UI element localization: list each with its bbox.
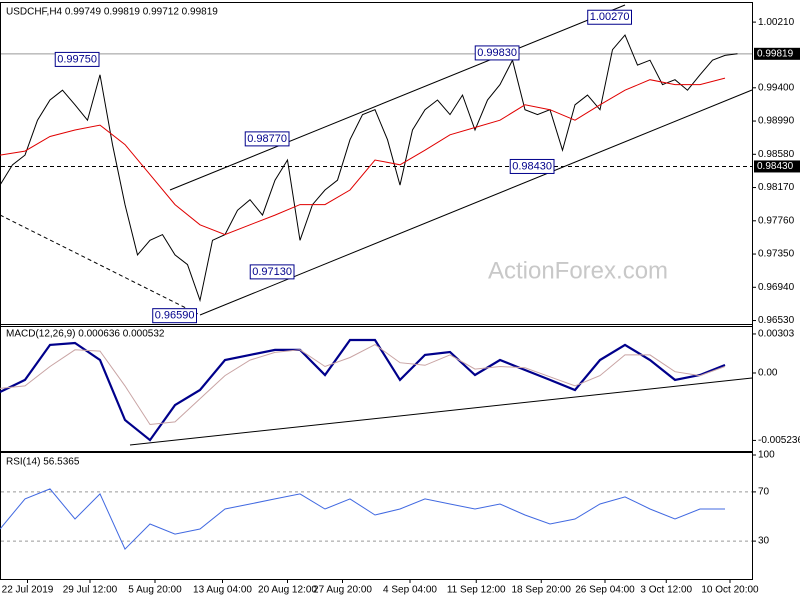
x-tick-label: 3 Oct 12:00 [640, 585, 692, 596]
y-tick-label: -0.005236 [758, 435, 800, 446]
watermark: ActionForex.com [488, 257, 668, 284]
annotation-box [54, 51, 100, 67]
annotation-label: 0.98430 [512, 160, 552, 172]
x-tick-label: 22 Jul 2019 [2, 585, 54, 596]
x-tick-label: 11 Sep 12:00 [447, 585, 506, 596]
panel-title: RSI(14) 56.5365 [6, 457, 80, 468]
series-line [0, 34, 738, 303]
panel-title: MACD(12,26,9) 0.000636 0.000532 [6, 329, 165, 340]
panel-frame [0, 2, 753, 327]
price-label-bg [754, 47, 800, 60]
annotation-box [244, 131, 290, 147]
y-tick-label: 0.96940 [758, 282, 795, 293]
x-tick-label: 20 Aug 12:00 [258, 585, 317, 596]
series-line [0, 338, 726, 442]
y-tick-label: 0.97350 [758, 249, 795, 260]
y-tick-label: 70 [758, 487, 770, 498]
y-tick-label: 100 [758, 450, 775, 461]
series-line [0, 344, 726, 426]
annotation-box [152, 308, 197, 324]
y-tick-label: 0.97760 [758, 215, 795, 226]
x-tick-label: 18 Sep 20:00 [512, 585, 572, 596]
x-tick-label: 26 Sep 04:00 [575, 585, 635, 596]
annotation-label: 0.99830 [477, 47, 517, 59]
panel-frame [0, 452, 753, 580]
price-label-bg [754, 160, 800, 173]
x-tick-label: 10 Oct 20:00 [701, 585, 759, 596]
price-label: 0.98430 [757, 161, 794, 172]
price-label: 0.99819 [757, 48, 794, 59]
x-tick-label: 27 Aug 20:00 [313, 585, 372, 596]
annotation-box [509, 158, 555, 174]
series-line [0, 77, 726, 236]
x-tick-label: 4 Sep 04:00 [383, 585, 437, 596]
y-tick-label: 0.00 [758, 368, 778, 379]
y-tick-label: 0.99400 [758, 82, 795, 93]
annotation-label: 0.99750 [57, 53, 97, 65]
y-tick-label: 0.98990 [758, 116, 795, 127]
x-tick-label: 29 Jul 12:00 [63, 585, 118, 596]
macd-trend-line [129, 377, 753, 446]
annotation-box [474, 45, 520, 61]
annotation-label: 0.98770 [247, 133, 287, 145]
y-tick-label: 0.98170 [758, 182, 795, 193]
annotation-label: 0.96590 [155, 310, 195, 322]
series-line [0, 488, 725, 550]
annotation-label: 0.97130 [252, 266, 292, 278]
y-tick-label: 1.00210 [758, 17, 795, 28]
x-tick-label: 13 Aug 04:00 [193, 585, 252, 596]
annotation-box [587, 9, 632, 25]
y-tick-label: 30 [758, 536, 770, 547]
channel-upper [169, 4, 626, 191]
y-tick-label: 0.96530 [758, 315, 795, 326]
annotation-box [249, 264, 295, 280]
x-tick-label: 5 Aug 20:00 [128, 585, 182, 596]
annotation-label: 1.00270 [590, 11, 630, 23]
y-tick-label: 0.00303 [758, 329, 795, 340]
panel-title: USDCHF,H4 0.99749 0.99819 0.99712 0.9981… [6, 7, 218, 18]
y-tick-label: 0.98580 [758, 149, 795, 160]
trend-line-dashed [0, 214, 201, 316]
